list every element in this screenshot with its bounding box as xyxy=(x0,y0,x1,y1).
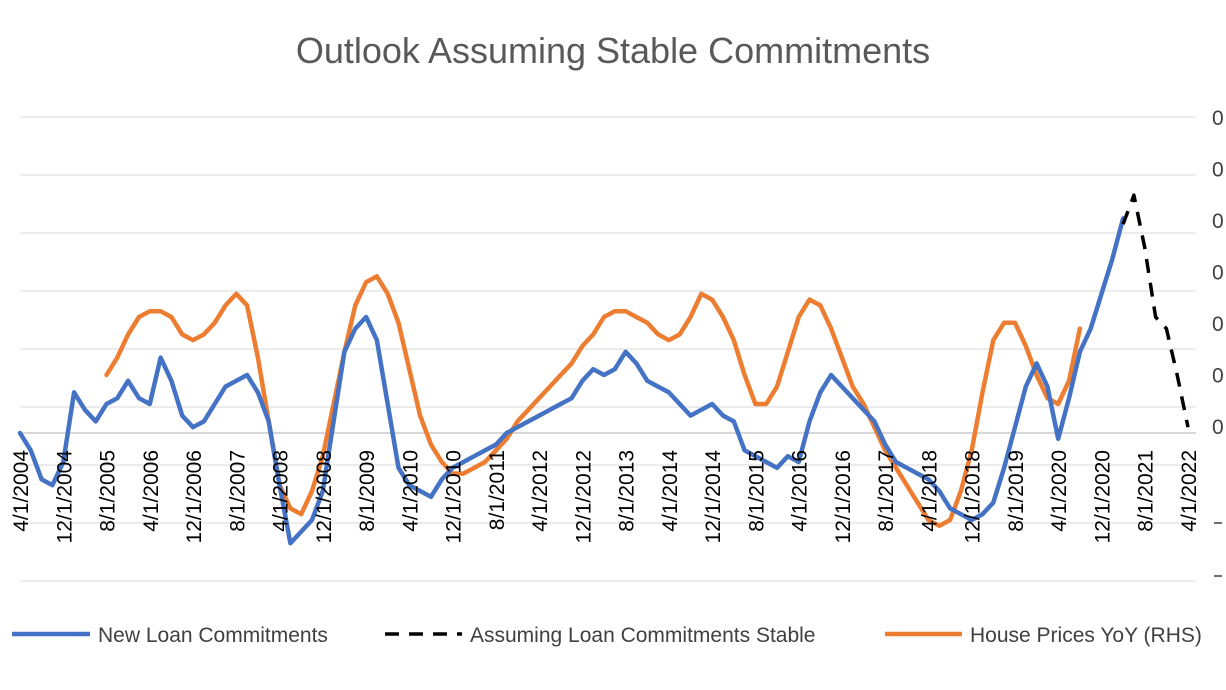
x-tick-label: 8/1/2009 xyxy=(356,450,379,532)
right-tick-label: 0 xyxy=(1212,210,1224,233)
x-tick-label: 8/1/2015 xyxy=(745,450,768,532)
right-tick-label: 0 xyxy=(1212,365,1224,388)
x-tick-label: 8/1/2017 xyxy=(875,450,898,532)
right-tick-label: 0 xyxy=(1212,159,1224,182)
x-tick-label: 8/1/2005 xyxy=(97,450,120,532)
series-line-1 xyxy=(1121,193,1190,428)
legend-label-1: Assuming Loan Commitments Stable xyxy=(470,624,816,647)
x-tick-label: 12/1/2010 xyxy=(443,450,466,543)
x-tick-label: 12/1/2016 xyxy=(832,450,855,543)
x-tick-label: 12/1/2008 xyxy=(313,450,336,543)
x-tick-label: 8/1/2011 xyxy=(486,450,509,530)
right-axis-labels: 0 0 0 0 0 0 0 xyxy=(1212,107,1224,577)
gridlines xyxy=(20,116,1196,582)
x-tick-label: 4/1/2022 xyxy=(1178,450,1201,532)
x-tick-label: 4/1/2004 xyxy=(10,450,33,532)
x-tick-label: 12/1/2020 xyxy=(1092,450,1115,543)
x-tick-label: 8/1/2013 xyxy=(616,450,639,532)
series-lines xyxy=(17,193,1190,546)
x-tick-label: 4/1/2018 xyxy=(918,450,941,532)
x-tick-label: 8/1/2021 xyxy=(1135,450,1158,532)
right-tick-label: 0 xyxy=(1212,107,1224,130)
x-tick-label: 12/1/2004 xyxy=(53,450,76,544)
legend-label-0: New Loan Commitments xyxy=(98,624,328,647)
x-tick-label: 8/1/2007 xyxy=(226,450,249,532)
x-axis-labels: 4/1/2004 12/1/2004 8/1/2005 4/1/2006 12/1/20… xyxy=(10,450,1201,544)
x-tick-label: 8/1/2019 xyxy=(1005,450,1028,532)
x-tick-label: 12/1/2014 xyxy=(702,450,725,544)
series-line-0 xyxy=(17,216,1126,546)
x-tick-label: 4/1/2012 xyxy=(529,450,552,532)
right-tick-label: 0 xyxy=(1212,416,1224,439)
x-tick-label: 4/1/2020 xyxy=(1048,450,1071,532)
x-tick-label: 4/1/2006 xyxy=(140,450,163,532)
x-tick-label: 4/1/2016 xyxy=(789,450,812,532)
right-tick-label: 0 xyxy=(1212,262,1224,285)
chart-title: Outlook Assuming Stable Commitments xyxy=(295,30,931,71)
x-tick-label: 12/1/2012 xyxy=(572,450,595,543)
x-tick-label: 12/1/2018 xyxy=(962,450,985,543)
x-tick-label: 4/1/2010 xyxy=(399,450,422,532)
legend-label-2: House Prices YoY (RHS) xyxy=(970,624,1202,647)
legend: New Loan Commitments Assuming Loan Commit… xyxy=(12,624,1202,647)
x-tick-label: 12/1/2006 xyxy=(183,450,206,543)
right-tick-label: 0 xyxy=(1212,313,1224,336)
x-tick-label: 4/1/2008 xyxy=(270,450,293,532)
x-tick-label: 4/1/2014 xyxy=(659,450,682,532)
